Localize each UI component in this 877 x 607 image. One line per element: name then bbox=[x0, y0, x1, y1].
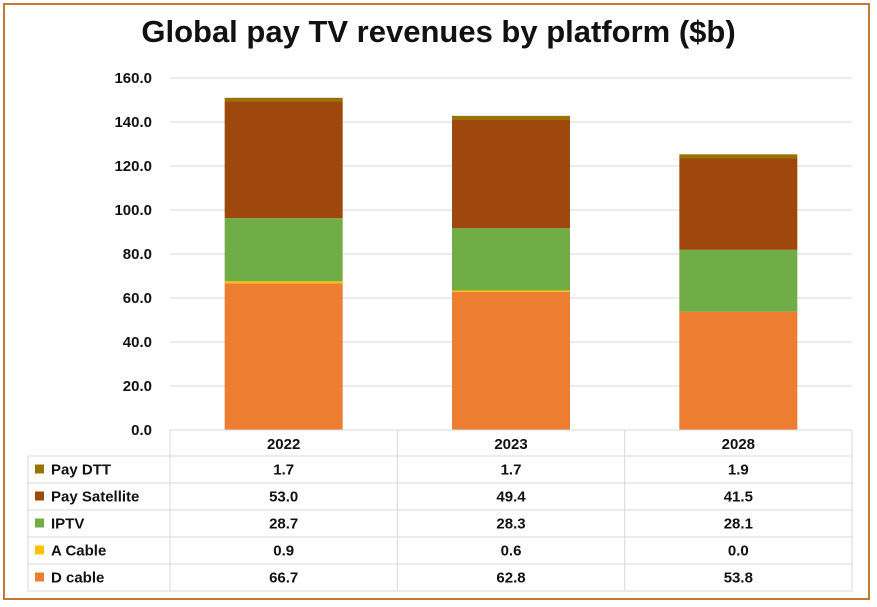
legend-label: IPTV bbox=[51, 516, 84, 533]
x-tick-label: 2023 bbox=[494, 436, 527, 453]
data-label: 1.7 bbox=[273, 462, 294, 479]
bar-2022-iptv bbox=[224, 218, 343, 282]
legend-key bbox=[35, 518, 44, 528]
y-tick-label: 120.0 bbox=[114, 158, 152, 175]
bar-2023-pay-dtt bbox=[452, 115, 570, 120]
data-label: 0.9 bbox=[273, 543, 294, 560]
x-tick-label: 2022 bbox=[267, 436, 300, 453]
y-tick-label: 0.0 bbox=[131, 422, 152, 439]
legend-label: Pay Satellite bbox=[51, 489, 139, 506]
bar-2023-pay-satellite bbox=[452, 119, 570, 229]
data-label: 66.7 bbox=[269, 570, 298, 587]
data-label: 28.1 bbox=[724, 516, 753, 533]
data-label: 28.7 bbox=[269, 516, 298, 533]
chart-title: Global pay TV revenues by platform ($b) bbox=[141, 14, 736, 49]
bar-2023-a-cable bbox=[452, 290, 570, 292]
y-tick-label: 60.0 bbox=[123, 290, 152, 307]
bar-2023-d-cable bbox=[452, 291, 570, 430]
y-tick-label: 40.0 bbox=[123, 334, 152, 351]
data-label: 53.0 bbox=[269, 489, 298, 506]
legend-key bbox=[35, 572, 44, 582]
bar-2028-pay-dtt bbox=[679, 154, 798, 159]
data-label: 0.0 bbox=[728, 543, 749, 560]
bar-2022-pay-satellite bbox=[224, 101, 343, 219]
legend-label: A Cable bbox=[51, 543, 106, 560]
bar-2023-iptv bbox=[452, 228, 570, 291]
data-label: 0.6 bbox=[501, 543, 522, 560]
bar-2028-iptv bbox=[679, 249, 798, 312]
bar-2028-pay-satellite bbox=[679, 158, 798, 250]
y-tick-label: 80.0 bbox=[123, 246, 152, 263]
data-label: 53.8 bbox=[724, 570, 753, 587]
data-label: 41.5 bbox=[724, 489, 753, 506]
data-label: 1.9 bbox=[728, 462, 749, 479]
bar-2022-a-cable bbox=[224, 281, 343, 284]
bar-2022-pay-dtt bbox=[224, 97, 343, 102]
data-label: 28.3 bbox=[496, 516, 525, 533]
data-label: 62.8 bbox=[496, 570, 525, 587]
legend-label: D cable bbox=[51, 570, 104, 587]
x-tick-label: 2028 bbox=[722, 436, 755, 453]
data-label: 49.4 bbox=[496, 489, 526, 506]
y-tick-label: 100.0 bbox=[114, 202, 152, 219]
y-tick-label: 140.0 bbox=[114, 114, 152, 131]
bar-2022-d-cable bbox=[224, 283, 343, 430]
y-tick-label: 160.0 bbox=[114, 70, 152, 87]
legend-key bbox=[35, 491, 44, 501]
y-tick-label: 20.0 bbox=[123, 378, 152, 395]
legend-key bbox=[35, 464, 44, 474]
legend-key bbox=[35, 545, 44, 555]
bar-2028-d-cable bbox=[679, 311, 798, 430]
legend-label: Pay DTT bbox=[51, 462, 111, 479]
data-label: 1.7 bbox=[501, 462, 522, 479]
